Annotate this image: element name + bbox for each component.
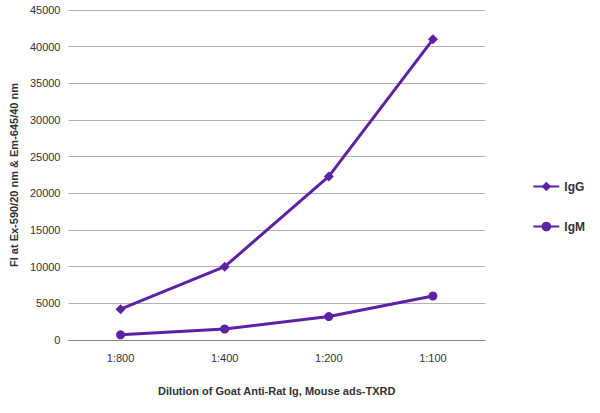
svg-text:1:200: 1:200 [315, 352, 343, 364]
svg-text:IgG: IgG [564, 180, 584, 194]
svg-text:20000: 20000 [30, 187, 61, 199]
svg-text:35000: 35000 [30, 77, 61, 89]
svg-text:45000: 45000 [30, 4, 61, 16]
svg-text:10000: 10000 [30, 261, 61, 273]
svg-text:30000: 30000 [30, 114, 61, 126]
svg-text:1:100: 1:100 [419, 352, 447, 364]
svg-text:0: 0 [54, 334, 60, 346]
svg-text:1:800: 1:800 [107, 352, 135, 364]
svg-text:1:400: 1:400 [211, 352, 239, 364]
svg-text:5000: 5000 [36, 297, 60, 309]
svg-text:Dilution of Goat Anti-Rat Ig,: Dilution of Goat Anti-Rat Ig, Mouse ads-… [158, 385, 395, 397]
svg-text:15000: 15000 [30, 224, 61, 236]
svg-text:IgM: IgM [564, 220, 585, 234]
svg-text:FI at Ex-590/20 nm & Em-645/40: FI at Ex-590/20 nm & Em-645/40 nm [8, 83, 20, 267]
svg-text:25000: 25000 [30, 151, 61, 163]
svg-text:40000: 40000 [30, 41, 61, 53]
